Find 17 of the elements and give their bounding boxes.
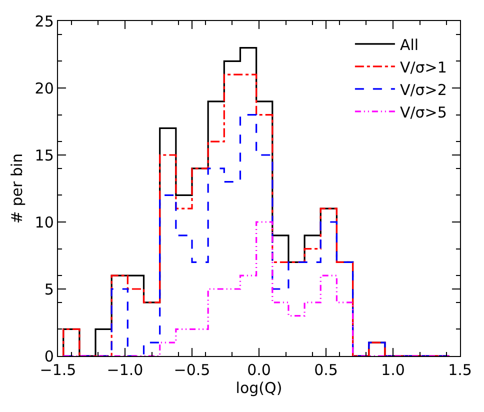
x-tick-label: 0.5 xyxy=(314,361,338,380)
x-axis-title: log(Q) xyxy=(236,379,282,398)
legend-label: All xyxy=(400,36,419,54)
y-axis-title: # per bin xyxy=(8,153,26,224)
legend-label: V/σ>1 xyxy=(400,58,447,76)
y-tick-label: 25 xyxy=(34,12,54,30)
x-tick-label: 1.0 xyxy=(381,361,405,380)
y-tick-label: 10 xyxy=(34,213,54,232)
x-tick-label: 1.5 xyxy=(448,361,472,380)
y-tick-label: 20 xyxy=(34,79,54,98)
legend-label: V/σ>5 xyxy=(400,103,447,122)
x-tick-label: −1.0 xyxy=(106,361,144,380)
x-tick-label: 0.0 xyxy=(247,361,271,380)
y-tick-label: 5 xyxy=(44,280,54,298)
x-tick-label: −0.5 xyxy=(174,361,210,380)
y-tick-label: 15 xyxy=(34,146,54,164)
legend-label: V/σ>2 xyxy=(400,80,447,99)
